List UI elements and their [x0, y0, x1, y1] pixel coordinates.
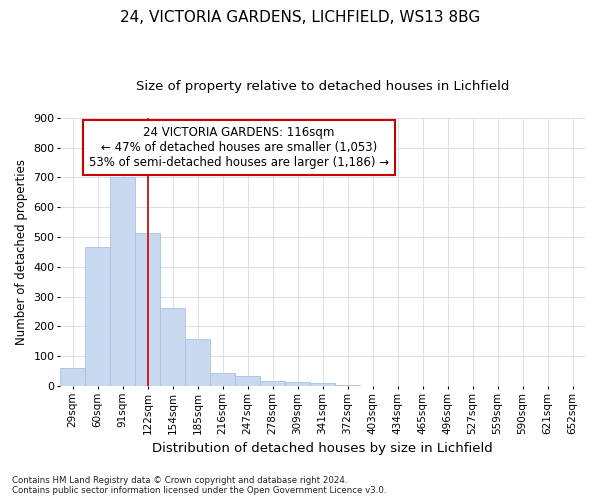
Bar: [210, 372, 235, 386]
Bar: [60, 368, 85, 386]
Title: Size of property relative to detached houses in Lichfield: Size of property relative to detached ho…: [136, 80, 509, 93]
X-axis label: Distribution of detached houses by size in Lichfield: Distribution of detached houses by size …: [152, 442, 493, 455]
Bar: [185, 339, 210, 386]
Y-axis label: Number of detached properties: Number of detached properties: [15, 159, 28, 345]
Bar: [85, 247, 110, 386]
Bar: [235, 376, 260, 386]
Bar: [110, 178, 135, 386]
Text: 24, VICTORIA GARDENS, LICHFIELD, WS13 8BG: 24, VICTORIA GARDENS, LICHFIELD, WS13 8B…: [120, 10, 480, 25]
Bar: [135, 233, 160, 386]
Text: Contains HM Land Registry data © Crown copyright and database right 2024.
Contai: Contains HM Land Registry data © Crown c…: [12, 476, 386, 495]
Bar: [160, 308, 185, 386]
Bar: [310, 383, 335, 386]
Bar: [285, 382, 310, 386]
Text: 24 VICTORIA GARDENS: 116sqm
← 47% of detached houses are smaller (1,053)
53% of : 24 VICTORIA GARDENS: 116sqm ← 47% of det…: [89, 126, 389, 169]
Bar: [260, 381, 285, 386]
